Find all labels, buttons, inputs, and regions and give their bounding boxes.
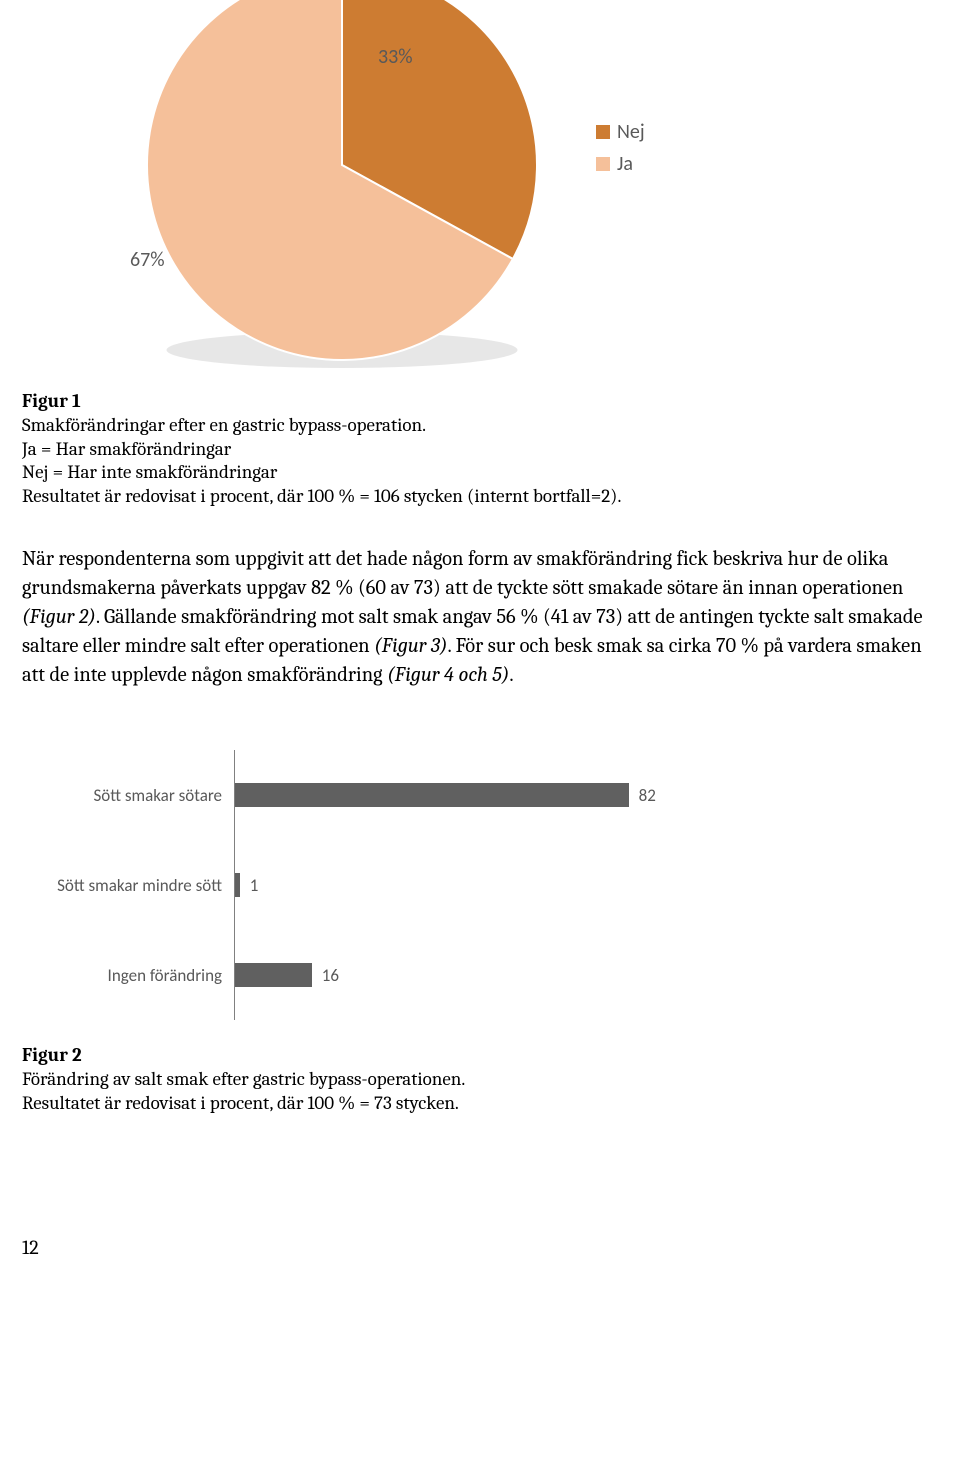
bar-chart-figure-2: Sött smakar sötare 82 Sött smakar mindre… xyxy=(22,750,862,1020)
pie-slice-label-nej: 33% xyxy=(378,45,413,69)
figure-1-line2: Ja = Har smakförändringar xyxy=(22,438,942,462)
legend-item-ja: Ja xyxy=(596,152,645,176)
page-number: 12 xyxy=(22,1236,960,1259)
legend-label-ja: Ja xyxy=(617,152,633,176)
bar-axis-2: 16 xyxy=(234,930,715,1020)
figure-2-caption: Figur 2 Förändring av salt smak efter ga… xyxy=(22,1044,942,1115)
figure-1-title: Figur 1 xyxy=(22,390,942,414)
body-span-a: När respondenterna som uppgivit att det … xyxy=(22,548,903,600)
figure-1-line1: Smakförändringar efter en gastric bypass… xyxy=(22,414,942,438)
figure-2-line1: Förändring av salt smak efter gastric by… xyxy=(22,1068,942,1092)
body-span-i3: (Figur 4 och 5) xyxy=(387,664,509,687)
bar-label-0: Sött smakar sötare xyxy=(22,785,234,806)
legend-swatch-ja xyxy=(596,157,610,171)
figure-1-line4: Resultatet är redovisat i procent, där 1… xyxy=(22,485,942,509)
bar-rect-0 xyxy=(235,783,629,807)
body-paragraph: När respondenterna som uppgivit att det … xyxy=(22,545,938,691)
pie-slice-label-ja: 67% xyxy=(130,248,165,272)
legend-swatch-nej xyxy=(596,125,610,139)
bar-row-0: Sött smakar sötare 82 xyxy=(22,750,862,840)
bar-value-2: 16 xyxy=(322,965,339,986)
bar-label-1: Sött smakar mindre sött xyxy=(22,875,234,896)
bar-rect-2 xyxy=(235,963,312,987)
body-span-i2: (Figur 3) xyxy=(374,635,447,658)
legend-item-nej: Nej xyxy=(596,120,645,144)
bar-row-1: Sött smakar mindre sött 1 xyxy=(22,840,862,930)
figure-2-title: Figur 2 xyxy=(22,1044,942,1068)
body-span-i1: (Figur 2) xyxy=(22,606,96,629)
legend-label-nej: Nej xyxy=(617,120,645,144)
bar-axis-0: 82 xyxy=(234,750,715,840)
bar-value-1: 1 xyxy=(250,875,259,896)
bar-label-2: Ingen förändring xyxy=(22,965,234,986)
figure-1-line3: Nej = Har inte smakförändringar xyxy=(22,461,942,485)
figure-1-caption: Figur 1 Smakförändringar efter en gastri… xyxy=(22,390,942,509)
bar-row-2: Ingen förändring 16 xyxy=(22,930,862,1020)
bar-value-0: 82 xyxy=(639,785,656,806)
body-span-d: . xyxy=(509,664,513,687)
pie-legend: Nej Ja xyxy=(596,120,645,184)
bar-axis-1: 1 xyxy=(234,840,715,930)
figure-2-line2: Resultatet är redovisat i procent, där 1… xyxy=(22,1092,942,1116)
pie-chart-svg xyxy=(0,0,960,390)
bar-rect-1 xyxy=(235,873,240,897)
pie-chart-figure-1: 33% 67% Nej Ja xyxy=(0,0,960,390)
